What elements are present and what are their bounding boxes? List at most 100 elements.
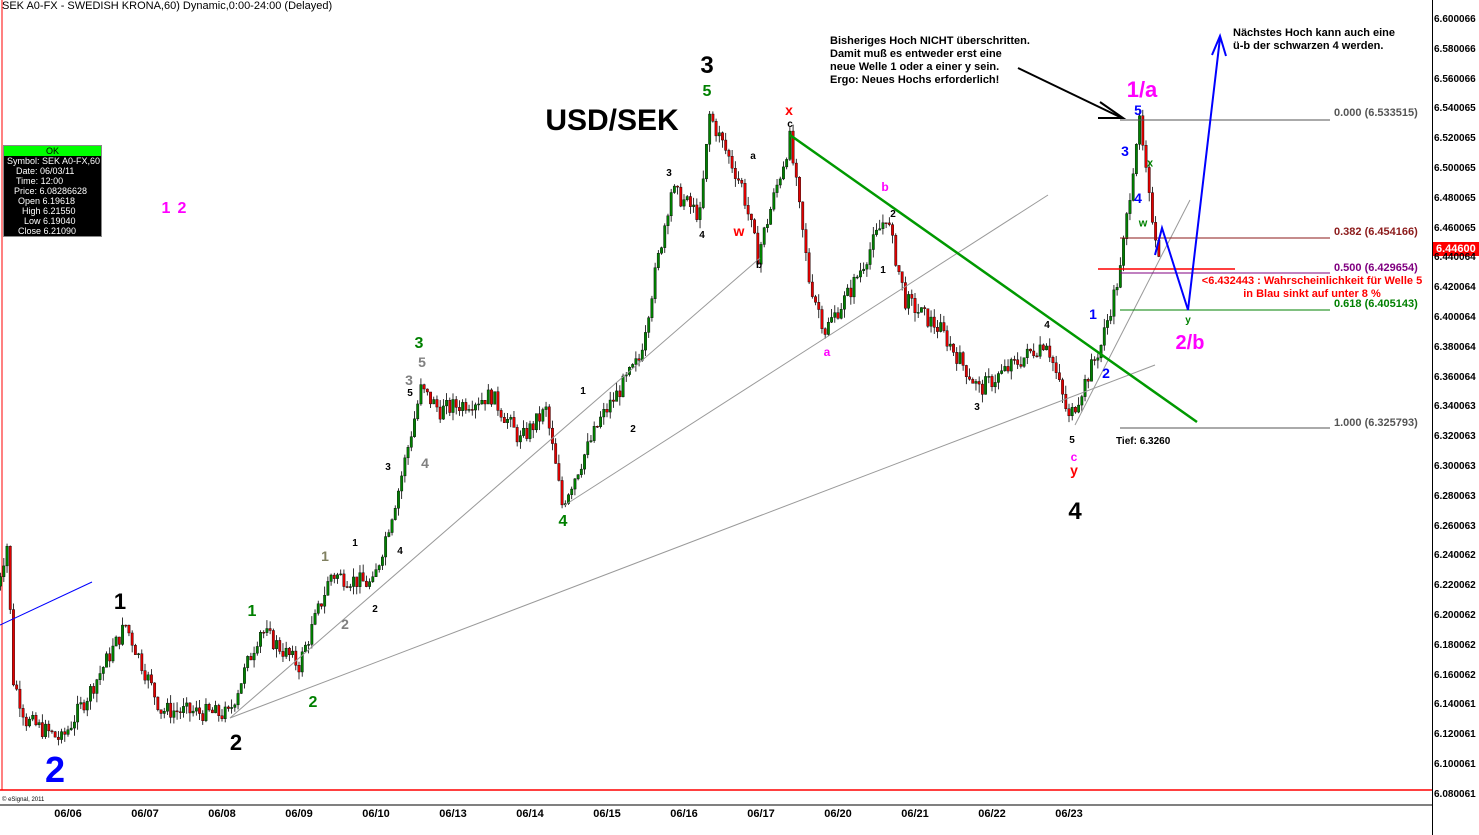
candle-body — [785, 159, 789, 168]
candle-body — [387, 532, 391, 537]
fib-label-1000: 1.000 (6.325793) — [1334, 417, 1418, 429]
candle-body — [255, 646, 259, 654]
candle-body — [685, 196, 689, 201]
wave-label: 2 — [341, 616, 349, 632]
candle-body — [859, 270, 862, 278]
y-tick-label: 6.360064 — [1434, 371, 1476, 383]
candle-body — [605, 409, 609, 413]
candle-body — [47, 723, 51, 732]
candle-body — [817, 302, 821, 310]
wave-label: 1/a — [1126, 77, 1158, 102]
y-tick-label: 6.120061 — [1434, 729, 1476, 741]
candle-body — [1128, 200, 1132, 214]
y-tick-label: 6.300063 — [1434, 461, 1476, 472]
candle-body — [952, 343, 955, 353]
candle-body — [576, 474, 580, 480]
candle-body — [243, 667, 246, 684]
candle-body — [599, 416, 602, 428]
candle-body — [101, 667, 105, 674]
candle-body — [239, 683, 243, 694]
candle-body — [538, 413, 542, 422]
arrowhead-icon — [1098, 101, 1127, 119]
candle-body — [98, 673, 102, 680]
green-downtrend-line — [789, 133, 1198, 424]
y-tick-label: 6.540065 — [1434, 103, 1476, 115]
candle-body — [753, 219, 756, 234]
candle-body — [393, 508, 397, 520]
x-tick-label: 06/17 — [747, 808, 775, 820]
candle-body — [304, 644, 307, 653]
candle-body — [352, 576, 355, 587]
candle-body — [852, 277, 856, 298]
candle-body — [111, 645, 115, 662]
blue-projection-path — [1154, 37, 1221, 311]
candle-body — [980, 383, 984, 395]
candle-body — [95, 679, 99, 694]
wave-label: c — [1070, 450, 1078, 464]
candle-body — [595, 426, 599, 428]
candle-body — [361, 572, 365, 582]
wave-label: 2 — [44, 749, 66, 790]
candle-body — [1077, 404, 1081, 413]
candle-body — [368, 581, 371, 587]
wave-label: 1 — [1089, 306, 1097, 322]
candle-body — [310, 624, 314, 645]
candle-body — [108, 653, 112, 662]
y-tick-label: 6.600066 — [1434, 14, 1476, 25]
candle-body — [592, 426, 596, 441]
candle-body — [695, 204, 699, 220]
candle-body — [660, 247, 663, 254]
candle-body — [300, 651, 304, 673]
wave-label: 2 — [229, 730, 243, 755]
wave-label: 5 — [702, 83, 712, 100]
candle-body — [936, 327, 939, 332]
candle-body — [1038, 344, 1042, 357]
candle-body — [531, 423, 535, 431]
candle-body — [916, 312, 920, 314]
candle-body — [201, 713, 205, 721]
candle-body — [275, 640, 278, 650]
candle-body — [724, 139, 728, 151]
candle-body — [496, 391, 500, 411]
candle-body — [307, 644, 311, 646]
candle-body — [355, 576, 359, 587]
wave-label: 3 — [414, 335, 424, 352]
candle-body — [268, 628, 272, 631]
candle-body — [826, 321, 830, 335]
candle-body — [1057, 372, 1061, 380]
candle-body — [1064, 393, 1068, 409]
candle-body — [124, 624, 128, 627]
candle-body — [884, 222, 888, 224]
candle-body — [271, 630, 275, 650]
wave-label: c — [787, 119, 793, 130]
candle-body — [422, 384, 426, 390]
x-tick-label: 06/07 — [131, 808, 159, 820]
wave-label: 1 — [580, 386, 586, 397]
candle-body — [836, 312, 840, 319]
candle-body — [923, 307, 927, 309]
candle-body — [897, 265, 901, 272]
wave-label: y — [1185, 315, 1191, 326]
candle-body — [570, 488, 574, 495]
candle-body — [682, 199, 686, 207]
candle-body — [1106, 320, 1109, 328]
candle-body — [326, 581, 330, 596]
candle-body — [429, 391, 432, 405]
candle-body — [849, 287, 853, 298]
candle-body — [358, 572, 362, 587]
candle-body — [567, 494, 570, 504]
candle-body — [1125, 213, 1129, 239]
candle-body — [66, 729, 70, 735]
fib-label-382: 0.382 (6.454166) — [1334, 226, 1418, 238]
candle-body — [1147, 167, 1151, 193]
candle-body — [1009, 359, 1013, 372]
note-next-high: Nächstes Hoch kann auch eine ü-b der sch… — [1233, 27, 1395, 53]
candle-body — [871, 234, 875, 250]
candle-body — [791, 130, 795, 164]
candle-body — [53, 731, 57, 738]
candle-body — [586, 441, 590, 455]
candle-body — [156, 696, 160, 710]
current-price-tag: 6.44600 — [1433, 242, 1479, 256]
candle-body — [647, 317, 651, 333]
